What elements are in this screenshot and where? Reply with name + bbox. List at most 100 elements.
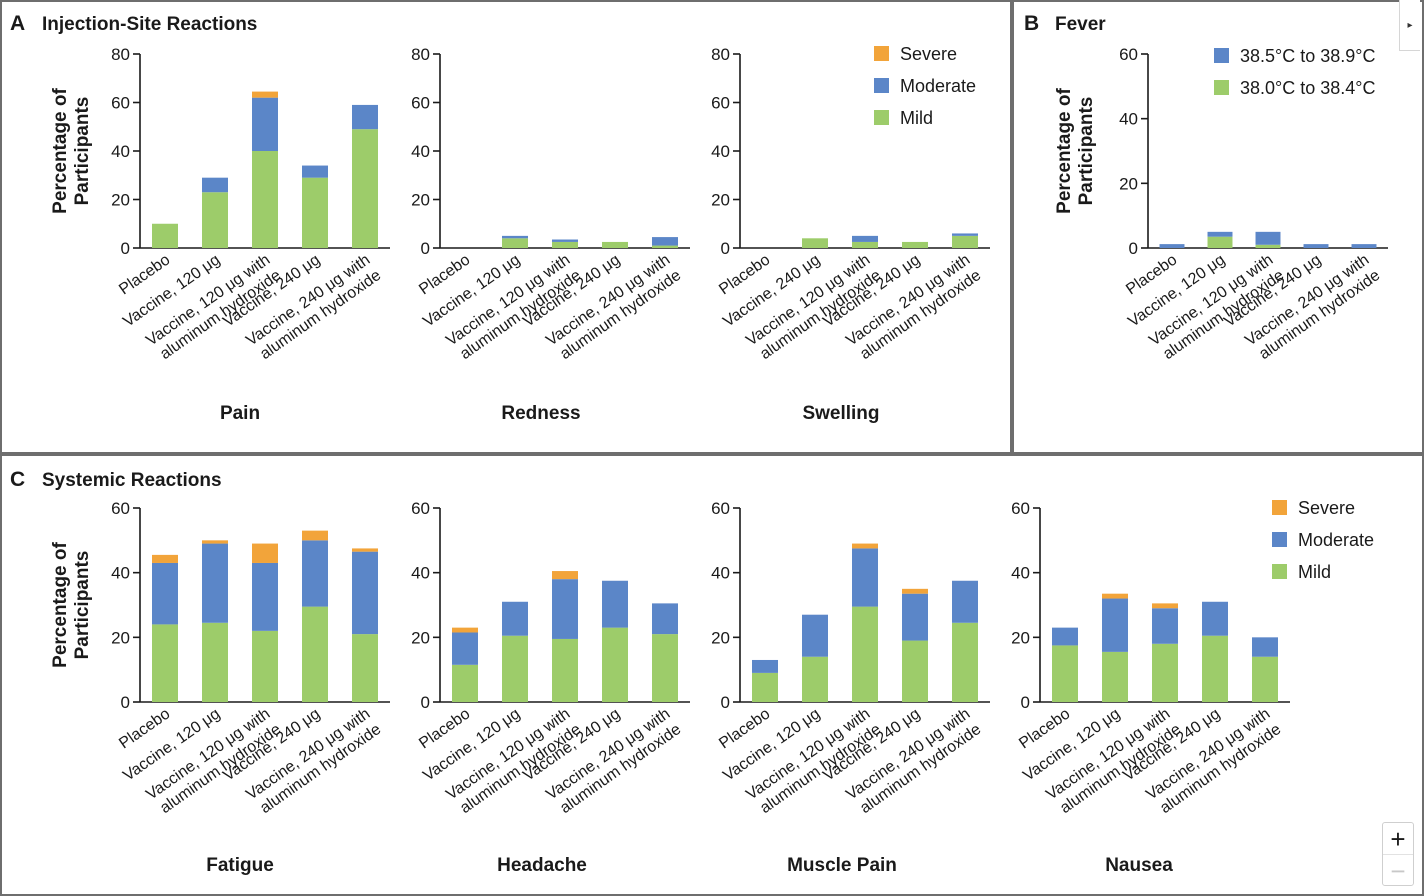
y-tick-label: 0	[421, 239, 430, 258]
bar-moderate-5	[352, 551, 378, 635]
bar-moderate-5	[952, 580, 978, 623]
bar-mild-4	[902, 241, 928, 248]
bar-moderate-2	[502, 235, 528, 239]
panel-expand-arrow[interactable]: ▸	[1399, 0, 1420, 51]
legend-swatch-severe	[874, 46, 889, 61]
legend-label-severe: Severe	[1298, 498, 1355, 518]
x-axis-label: Fatigue	[206, 855, 274, 876]
bar-severe-4	[302, 530, 328, 541]
bar-mild-2	[202, 192, 228, 248]
zoom-control: + −	[1382, 822, 1414, 886]
y-tick-label: 40	[711, 564, 730, 583]
bar-mild-3	[552, 638, 578, 702]
y-axis-label: Percentage ofParticipants	[50, 542, 93, 668]
bar-severe-3	[1152, 603, 1178, 609]
x-axis-label: Pain	[220, 403, 260, 424]
bar-moderate-5	[952, 233, 978, 236]
legend-label-38-0-c-to-38-4-c: 38.0°C to 38.4°C	[1240, 78, 1375, 98]
x-axis-label: Swelling	[802, 403, 879, 424]
y-tick-label: 20	[411, 191, 430, 210]
bar-moderate-5	[352, 104, 378, 130]
bar-moderate-4	[302, 165, 328, 178]
y-axis-label: Percentage ofParticipants	[50, 88, 93, 214]
y-axis-label-line: Percentage of	[50, 542, 71, 668]
panel-a-frame	[0, 0, 1012, 454]
bar-mild-5	[652, 634, 678, 702]
y-tick-label: 80	[711, 45, 730, 64]
legend-label-severe: Severe	[900, 44, 957, 64]
x-axis-label: Redness	[501, 403, 580, 424]
bar-mild-2	[202, 622, 228, 702]
y-tick-label: 60	[711, 94, 730, 113]
y-tick-label: 0	[421, 693, 430, 712]
y-axis-label: Percentage ofParticipants	[1054, 88, 1097, 214]
y-tick-label: 0	[121, 239, 130, 258]
bar-moderate-5	[652, 237, 678, 246]
bar-moderate-4	[302, 540, 328, 607]
bar-severe-3	[252, 543, 278, 563]
legend-swatch-moderate	[1272, 532, 1287, 547]
y-tick-label: 60	[1119, 45, 1138, 64]
y-tick-label: 20	[1119, 174, 1138, 193]
y-tick-label: 0	[721, 693, 730, 712]
bar-severe-5	[352, 548, 378, 552]
legend-label-moderate: Moderate	[1298, 530, 1374, 550]
legend-label-mild: Mild	[900, 108, 933, 128]
bar-moderate-5	[652, 603, 678, 635]
panel-b-frame	[1012, 0, 1424, 454]
bar-mild-5	[952, 622, 978, 702]
bar-mild-1	[752, 672, 778, 702]
panel-b-letter: B	[1024, 12, 1039, 35]
y-tick-label: 40	[111, 142, 130, 161]
bar-38-5-c-to-38-9-c-1	[1159, 244, 1185, 248]
y-tick-label: 80	[111, 45, 130, 64]
y-axis-label-line: Percentage of	[1054, 88, 1075, 214]
bar-moderate-4	[902, 593, 928, 641]
y-tick-label: 20	[1011, 628, 1030, 647]
bar-moderate-3	[252, 97, 278, 151]
bar-moderate-3	[852, 548, 878, 607]
y-tick-label: 0	[721, 239, 730, 258]
bar-mild-2	[502, 238, 528, 248]
legend-swatch-mild	[874, 110, 889, 125]
bar-moderate-1	[152, 562, 178, 625]
panel-c-title: Systemic Reactions	[42, 470, 222, 491]
bar-severe-2	[202, 540, 228, 544]
panel-b-title: Fever	[1055, 14, 1106, 35]
y-tick-label: 60	[111, 499, 130, 518]
bar-mild-4	[602, 241, 628, 248]
bar-mild-4	[1202, 635, 1228, 702]
bar-mild-2	[802, 656, 828, 702]
panel-a-title: Injection-Site Reactions	[42, 14, 257, 35]
bar-mild-5	[352, 129, 378, 248]
x-axis-label: Nausea	[1105, 855, 1173, 876]
bar-38-0-c-to-38-4-c-2	[1207, 236, 1233, 248]
bar-severe-1	[152, 554, 178, 563]
bar-moderate-2	[1102, 598, 1128, 652]
bar-severe-1	[452, 627, 478, 633]
y-axis-label-line: Participants	[72, 551, 93, 660]
y-tick-label: 60	[711, 499, 730, 518]
y-axis-label-line: Participants	[72, 97, 93, 206]
panel-c-letter: C	[10, 468, 25, 491]
bar-moderate-3	[552, 239, 578, 242]
y-tick-label: 0	[121, 693, 130, 712]
y-axis-label-line: Percentage of	[50, 88, 71, 214]
bar-mild-4	[602, 627, 628, 702]
legend-swatch-severe	[1272, 500, 1287, 515]
bar-38-5-c-to-38-9-c-4	[1303, 244, 1329, 248]
y-tick-label: 20	[711, 191, 730, 210]
zoom-out-button[interactable]: −	[1390, 855, 1406, 886]
y-tick-label: 40	[1119, 110, 1138, 129]
zoom-in-button[interactable]: +	[1383, 823, 1413, 855]
panel-c-frame	[0, 454, 1424, 896]
y-tick-label: 60	[411, 499, 430, 518]
bar-moderate-3	[552, 579, 578, 639]
